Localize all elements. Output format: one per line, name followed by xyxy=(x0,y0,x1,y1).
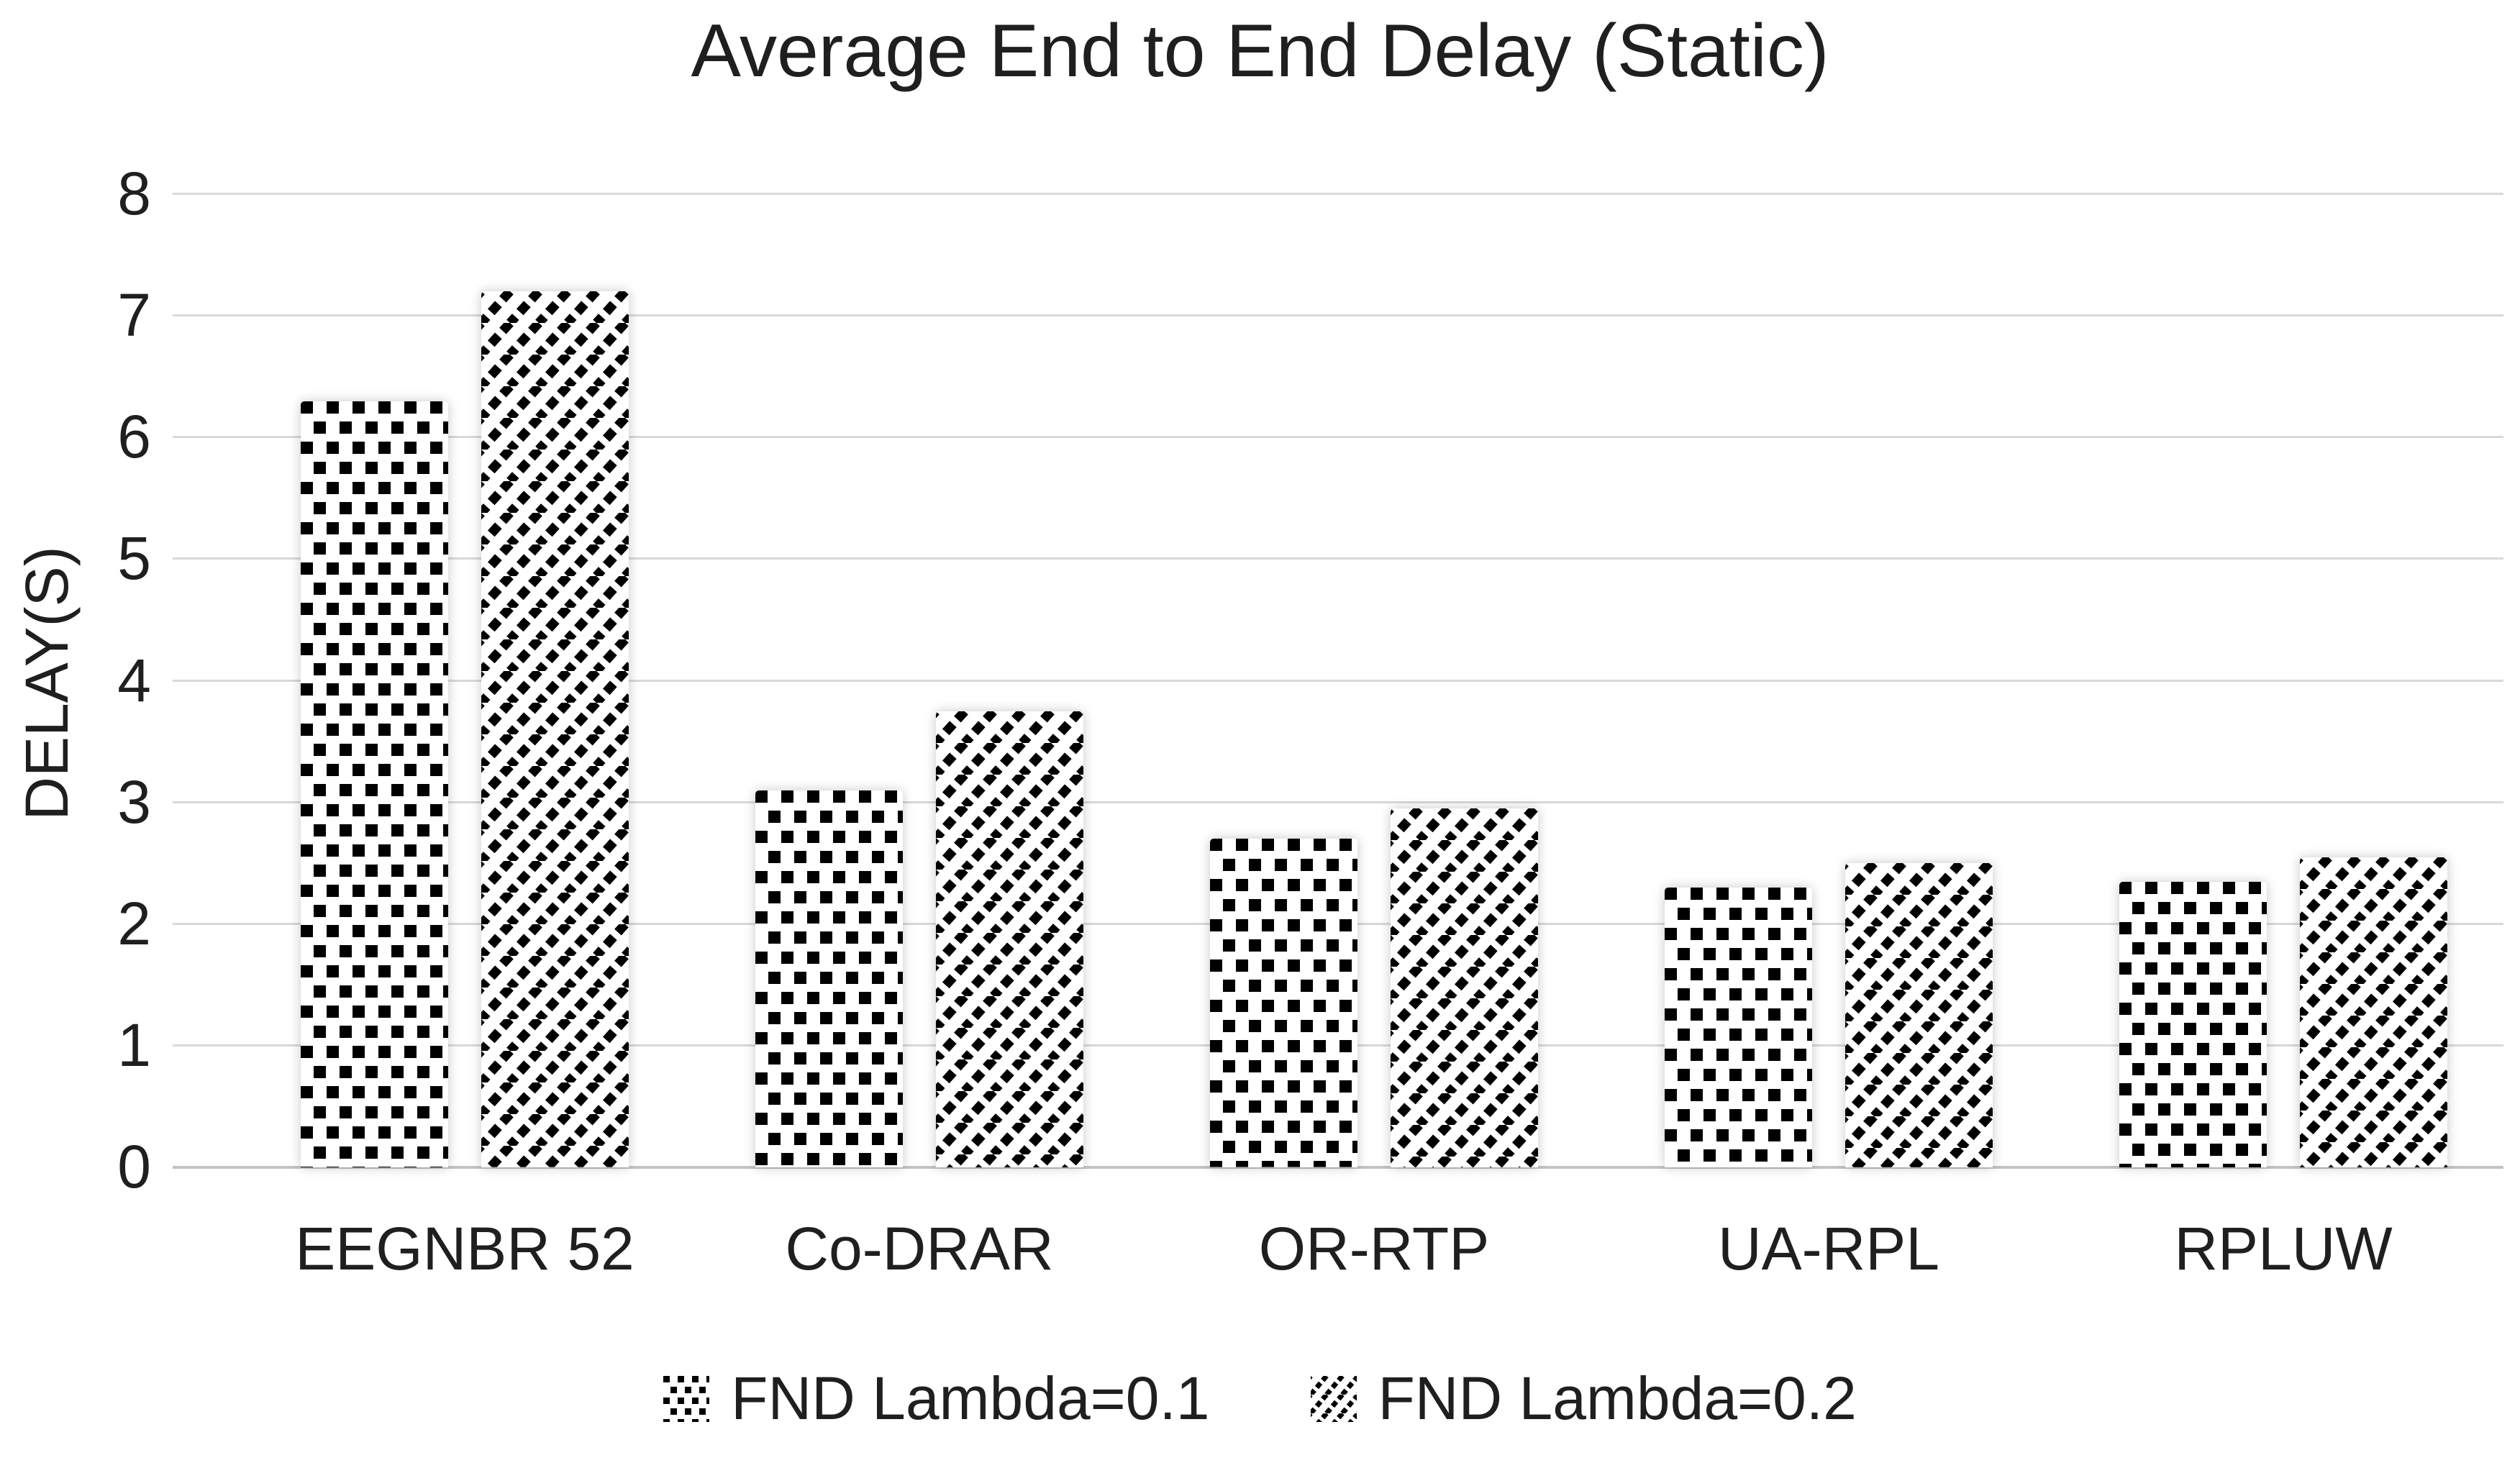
bar-rpluw-fnd-lambda-0-1 xyxy=(2119,881,2267,1167)
category-label-ua-rpl: UA-RPL xyxy=(1717,1215,1940,1282)
legend-item-fnd-lambda-0-1: FND Lambda=0.1 xyxy=(663,1364,1210,1433)
bar-or-rtp-fnd-lambda-0-1 xyxy=(1210,839,1357,1167)
gridline xyxy=(173,801,2503,803)
plot-area xyxy=(237,194,2511,1167)
y-tick-label: 0 xyxy=(117,1133,151,1200)
y-tick-label: 5 xyxy=(117,524,151,593)
chart-title: Average End to End Delay (Static) xyxy=(691,9,1829,93)
legend: FND Lambda=0.1 FND Lambda=0.2 xyxy=(0,1364,2520,1433)
bar-pattern-fill xyxy=(1845,863,1993,1167)
bar-pattern-fill xyxy=(2300,857,2447,1167)
legend-swatch-checker-icon xyxy=(663,1375,710,1422)
bar-ua-rpl-fnd-lambda-0-2 xyxy=(1845,863,1993,1167)
x-axis-line xyxy=(173,1166,2503,1169)
y-tick-label: 1 xyxy=(117,1011,151,1079)
bar-or-rtp-fnd-lambda-0-2 xyxy=(1391,808,1538,1167)
bar-group-eegnbr-52 xyxy=(237,194,692,1167)
bar-pattern-fill xyxy=(301,401,448,1167)
bar-group-rpluw xyxy=(2056,194,2511,1167)
y-tick-label: 8 xyxy=(117,160,151,227)
legend-swatch-stripe-icon xyxy=(1310,1375,1357,1422)
category-label-rpluw: RPLUW xyxy=(2174,1215,2393,1282)
bar-co-drar-fnd-lambda-0-1 xyxy=(755,790,903,1167)
bar-co-drar-fnd-lambda-0-2 xyxy=(936,711,1083,1167)
bar-eegnbr-52-fnd-lambda-0-1 xyxy=(301,401,448,1167)
y-tick-label: 6 xyxy=(117,403,151,471)
bar-pattern-fill xyxy=(481,291,629,1167)
y-tick-label: 4 xyxy=(117,646,151,714)
gridline xyxy=(173,193,2503,195)
y-tick-label: 2 xyxy=(117,889,151,957)
bar-pattern-fill xyxy=(755,790,903,1167)
bar-pattern-fill xyxy=(936,711,1083,1167)
gridline xyxy=(173,557,2503,560)
category-label-eegnbr-52: EEGNBR 52 xyxy=(295,1215,634,1282)
bar-ua-rpl-fnd-lambda-0-1 xyxy=(1665,888,1812,1167)
y-tick-label: 3 xyxy=(117,767,151,836)
bar-group-or-rtp xyxy=(1147,194,1601,1167)
bar-pattern-fill xyxy=(1665,888,1812,1167)
bar-pattern-fill xyxy=(1210,839,1357,1167)
gridline xyxy=(173,314,2503,317)
bar-rpluw-fnd-lambda-0-2 xyxy=(2300,857,2447,1167)
legend-label: FND Lambda=0.2 xyxy=(1378,1364,1857,1432)
bar-pattern-fill xyxy=(1391,808,1538,1167)
category-label-or-rtp: OR-RTP xyxy=(1258,1215,1490,1282)
bar-pattern-fill xyxy=(2119,881,2267,1167)
category-label-co-drar: Co-DRAR xyxy=(785,1215,1054,1282)
y-tick-label: 7 xyxy=(117,281,151,350)
category-axis: EEGNBR 52 Co-DRAR OR-RTP UA-RPL RPLUW xyxy=(237,1214,2511,1284)
bar-eegnbr-52-fnd-lambda-0-2 xyxy=(481,291,629,1167)
legend-item-fnd-lambda-0-2: FND Lambda=0.2 xyxy=(1310,1364,1857,1433)
bar-group-co-drar xyxy=(692,194,1147,1167)
gridline xyxy=(173,436,2503,439)
legend-label: FND Lambda=0.1 xyxy=(731,1364,1210,1432)
gridline xyxy=(173,679,2503,682)
bar-group-ua-rpl xyxy=(1601,194,2056,1167)
